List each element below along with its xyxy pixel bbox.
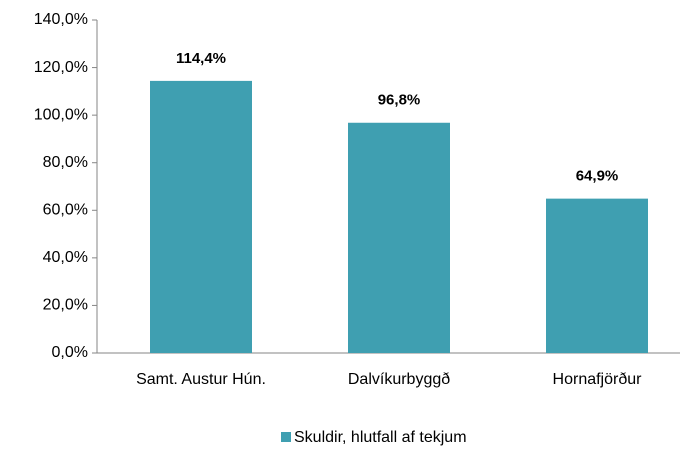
bar [546, 198, 648, 353]
legend-swatch [281, 432, 291, 442]
value-label vl: 96,8% [378, 92, 421, 109]
x-tick-label: Samt. Austur Hún. [136, 371, 266, 388]
y-tick-label: 20,0% [43, 297, 88, 314]
y-tick-label: 60,0% [43, 202, 88, 219]
y-tick-label: 140,0% [34, 11, 88, 28]
legend-label: Skuldir, hlutfall af tekjum [294, 429, 467, 446]
y-tick-label: 100,0% [34, 106, 88, 123]
x-tick-label: Dalvíkurbyggð [348, 371, 450, 388]
bar [150, 80, 252, 354]
y-tick-label: 40,0% [43, 249, 88, 266]
x-tick-label: Hornafjörður [553, 371, 643, 388]
bar [348, 122, 450, 353]
y-tick-label: 0,0% [52, 344, 88, 361]
y-tick-label: 80,0% [43, 154, 88, 171]
y-tick-label: 120,0% [34, 59, 88, 76]
value-label vl: 114,4% [176, 50, 226, 67]
value-label vl: 64,9% [576, 168, 619, 185]
